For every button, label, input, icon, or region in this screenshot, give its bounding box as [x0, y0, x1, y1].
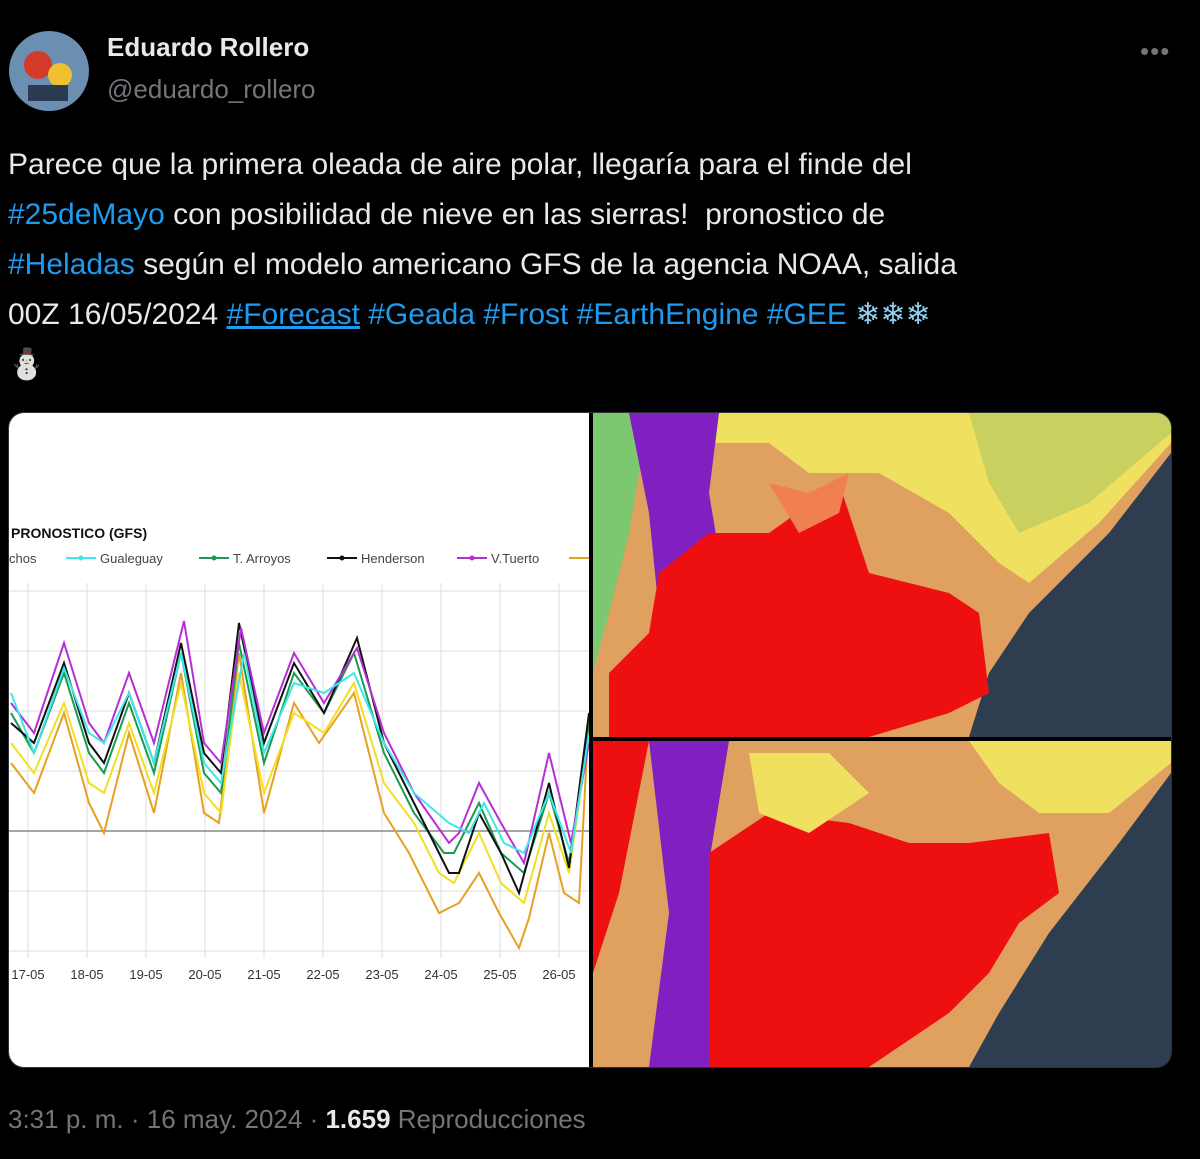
date[interactable]: 16 may. 2024: [146, 1104, 303, 1134]
x-tick-label: 22-05: [306, 967, 339, 982]
media-image: PRONOSTICO (GFS) chos Gualeguay T. Arroyos…: [9, 413, 1171, 1067]
views-label: Reproducciones: [397, 1104, 586, 1134]
tweet-text: Parece que la primera oleada de aire pol…: [8, 140, 957, 390]
hashtag[interactable]: #Geada #Frost #EarthEngine #GEE: [359, 298, 847, 331]
x-tick-label: 17-05: [11, 967, 44, 982]
author-name[interactable]: Eduardo Rollero: [107, 32, 310, 62]
legend-marker: [469, 555, 475, 561]
tweet-footer: 3:31 p. m. · 16 may. 2024 · 1.659 Reprod…: [8, 1104, 586, 1134]
x-tick-label: 19-05: [129, 967, 162, 982]
x-tick-label: 26-05: [542, 967, 575, 982]
text: 00Z 16/05/2024: [8, 298, 227, 331]
avatar[interactable]: [8, 30, 90, 112]
emoji: ⛄: [8, 348, 46, 381]
x-tick-label: 21-05: [247, 967, 280, 982]
legend-label: Gualeguay: [100, 551, 163, 566]
legend-marker: [78, 555, 84, 561]
text: Parece que la primera oleada de aire pol…: [8, 148, 912, 181]
x-tick-label: 23-05: [365, 967, 398, 982]
legend-label: Henderson: [361, 551, 425, 566]
views: 1.659: [325, 1104, 391, 1134]
legend-marker: [211, 555, 217, 561]
x-tick-label: 20-05: [188, 967, 221, 982]
media[interactable]: PRONOSTICO (GFS) chos Gualeguay T. Arroyos…: [8, 412, 1172, 1068]
chart-title: PRONOSTICO (GFS): [11, 525, 147, 541]
text: según el modelo americano GFS de la agen…: [134, 248, 957, 281]
legend-label: chos: [9, 551, 37, 566]
time[interactable]: 3:31 p. m.: [8, 1104, 124, 1134]
author-handle[interactable]: @eduardo_rollero: [107, 74, 316, 104]
x-tick-label: 25-05: [483, 967, 516, 982]
hashtag[interactable]: #Forecast: [226, 298, 360, 331]
x-tick-label: 24-05: [424, 967, 457, 982]
emoji: ❄❄❄: [846, 298, 931, 331]
hashtag[interactable]: #Heladas: [8, 248, 135, 281]
hashtag[interactable]: #25deMayo: [8, 198, 165, 231]
more-button[interactable]: •••: [1140, 36, 1171, 66]
legend-marker: [339, 555, 345, 561]
legend-label: T. Arroyos: [233, 551, 291, 566]
legend-label: V.Tuerto: [491, 551, 539, 566]
x-tick-label: 18-05: [70, 967, 103, 982]
text: con posibilidad de nieve en las sierras!…: [164, 198, 886, 231]
